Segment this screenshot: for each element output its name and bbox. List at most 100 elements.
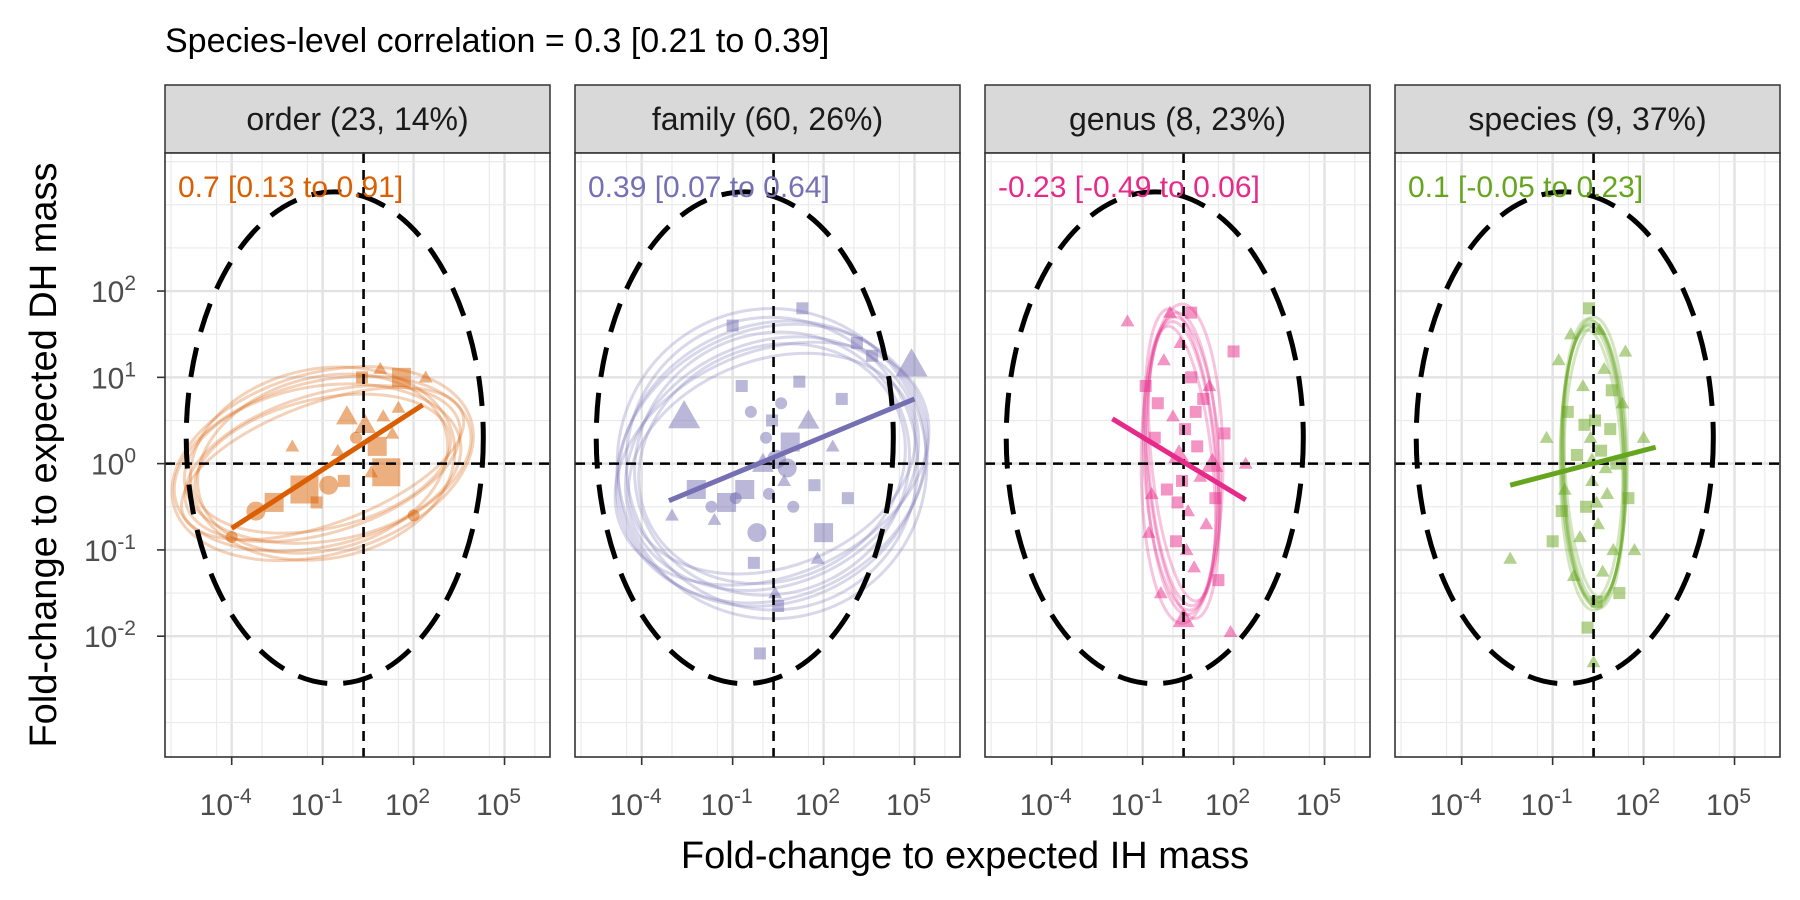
- correlation-label: 0.1 [-0.05 to 0.23]: [1408, 171, 1643, 204]
- panel-background: [1395, 153, 1780, 757]
- x-tick-label: 10-4: [1020, 785, 1072, 822]
- facet-panel: genus (8, 23%) -0.23 [-0.49 to 0.06] 10-4 1…: [984, 84, 1371, 822]
- data-point-circle: [407, 509, 420, 522]
- fitted-ellipse: [180, 385, 466, 542]
- trend-line: [230, 402, 425, 531]
- fitted-ellipse: [1558, 315, 1629, 612]
- data-point-square: [1189, 405, 1202, 418]
- fitted-ellipse: [633, 330, 911, 597]
- data-point-triangle: [285, 439, 300, 452]
- data-point-square: [1185, 306, 1198, 319]
- data-point-triangle: [391, 400, 406, 413]
- x-tick-label: 102: [795, 785, 840, 822]
- facet-strip-label: family (60, 26%): [652, 101, 883, 137]
- data-point-square: [735, 480, 755, 500]
- y-tick-label: 10-1: [84, 531, 136, 568]
- outer-dashed-ellipse: [1003, 189, 1306, 687]
- x-tick-label: 105: [1296, 785, 1341, 822]
- data-point-square: [310, 496, 323, 509]
- data-point-square: [726, 319, 739, 332]
- y-tick-label: 100: [91, 445, 136, 482]
- facet-strip-label: species (9, 37%): [1468, 101, 1706, 137]
- x-tick-label: 102: [1205, 785, 1250, 822]
- data-point-triangle: [1156, 353, 1171, 366]
- data-point-triangle: [1144, 486, 1159, 500]
- data-point-square: [1578, 418, 1591, 431]
- trend-line: [668, 396, 916, 504]
- data-point-square: [1197, 392, 1210, 405]
- fitted-ellipse: [615, 307, 929, 621]
- x-tick-label: 105: [886, 785, 931, 822]
- data-point-triangle: [1627, 543, 1642, 556]
- data-point-square: [1595, 444, 1608, 457]
- data-point-circle: [763, 487, 776, 500]
- panel-border: [574, 152, 961, 758]
- data-point-triangle: [1199, 517, 1214, 530]
- y-tick-label: 102: [91, 272, 136, 309]
- x-tick-label: 10-4: [200, 785, 252, 822]
- data-point-triangle: [1636, 430, 1651, 443]
- correlation-label: -0.23 [-0.49 to 0.06]: [998, 171, 1260, 204]
- data-point-triangle: [768, 586, 782, 599]
- facet-strip-label: genus (8, 23%): [1069, 101, 1286, 137]
- panel-border: [1394, 152, 1781, 758]
- data-point-square: [1179, 423, 1192, 436]
- x-tick-label: 105: [476, 785, 521, 822]
- fitted-ellipse: [613, 340, 931, 587]
- data-point-circle: [775, 397, 788, 410]
- data-point-square: [753, 647, 766, 660]
- facet-panel: species (9, 37%) 0.1 [-0.05 to 0.23] 10-4 1…: [1394, 84, 1781, 822]
- x-tick-label: 10-1: [1521, 785, 1573, 822]
- data-point-circle: [744, 405, 757, 418]
- data-point-square: [1622, 492, 1635, 505]
- panel-background: [165, 153, 550, 757]
- correlation-label: 0.39 [0.07 to 0.64]: [588, 171, 830, 204]
- data-point-triangle: [1503, 551, 1518, 564]
- fitted-ellipse: [196, 372, 450, 555]
- facet-strip: [1394, 84, 1781, 154]
- data-point-triangle: [1583, 430, 1598, 443]
- data-point-circle: [705, 500, 718, 513]
- data-point-square: [1176, 474, 1189, 487]
- data-point-triangle: [1585, 473, 1599, 487]
- fitted-ellipse: [614, 322, 930, 605]
- fitted-ellipse: [182, 382, 463, 545]
- facet-strip-label: order (23, 14%): [246, 101, 468, 137]
- x-tick-label: 10-1: [701, 785, 753, 822]
- data-point-square: [1579, 500, 1592, 513]
- data-point-triangle: [1600, 486, 1615, 500]
- data-point-triangle: [1539, 430, 1554, 443]
- data-point-square: [796, 302, 809, 315]
- data-point-square: [808, 479, 821, 492]
- data-point-triangle: [1615, 396, 1630, 409]
- data-point-square: [1613, 587, 1626, 600]
- data-point-triangle: [1557, 482, 1572, 495]
- data-point-triangle: [1618, 344, 1633, 357]
- data-point-circle: [225, 530, 238, 543]
- data-point-triangle: [1573, 530, 1587, 543]
- facet-strip: [164, 84, 551, 154]
- data-point-circle: [759, 431, 772, 444]
- y-tick-label: 10-2: [84, 617, 136, 654]
- data-point-triangle: [1223, 624, 1238, 638]
- outer-dashed-ellipse: [1413, 189, 1716, 687]
- data-point-square: [1589, 414, 1602, 427]
- fitted-ellipse: [624, 315, 920, 612]
- data-point-triangle: [825, 439, 840, 452]
- data-point-triangle: [1202, 379, 1217, 392]
- fitted-ellipse: [172, 374, 473, 553]
- data-point-triangle: [1591, 517, 1606, 530]
- data-point-triangle: [1597, 361, 1612, 374]
- data-point-triangle: [777, 473, 792, 487]
- data-point-triangle: [1163, 305, 1177, 318]
- data-point-square: [850, 336, 863, 349]
- data-point-triangle: [1141, 525, 1156, 538]
- x-tick-label: 10-4: [1430, 785, 1482, 822]
- data-point-triangle: [1153, 586, 1168, 599]
- data-point-triangle: [1595, 564, 1610, 577]
- data-point-square: [367, 436, 387, 456]
- data-point-square: [1169, 535, 1182, 548]
- fitted-ellipse: [626, 351, 918, 576]
- data-point-circle: [787, 500, 800, 513]
